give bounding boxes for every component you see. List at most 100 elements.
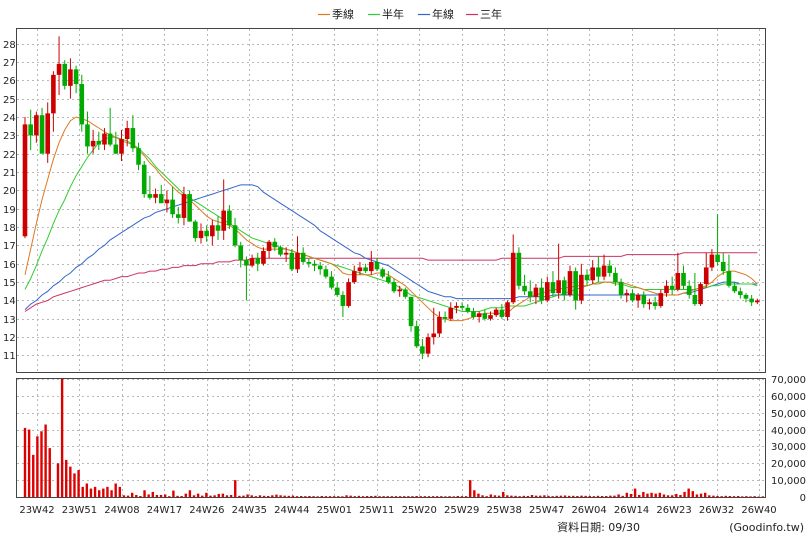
candle-body	[618, 282, 624, 295]
candle-body	[181, 194, 187, 218]
volume-bar	[196, 493, 200, 497]
volume-bar	[588, 495, 591, 497]
volume-bar	[155, 494, 159, 497]
volume-axis: 0 10,000 20,000 30,000 40,000 50,000 60,000 70,…	[771, 375, 806, 504]
volume-bar	[102, 488, 105, 497]
volume-bar	[40, 431, 43, 497]
volume-bar	[353, 496, 356, 497]
volume-bar	[250, 495, 253, 497]
volume-bar	[703, 492, 707, 497]
candle-body	[715, 254, 720, 262]
volume-bar	[506, 495, 509, 497]
candle-body	[22, 124, 28, 237]
candle-body	[357, 267, 363, 272]
candle-body	[68, 69, 73, 86]
candle-body	[351, 271, 357, 283]
volume-bar	[629, 493, 633, 497]
candle-body	[158, 194, 164, 204]
legend-label: 季線	[332, 7, 354, 21]
candle-body	[755, 300, 760, 303]
volume-bar	[374, 495, 377, 497]
price-tick-label: 23	[3, 131, 16, 142]
volume-bar	[126, 495, 130, 497]
volume-bar	[295, 496, 299, 497]
candle-body	[448, 307, 454, 319]
volume-bar	[283, 495, 286, 497]
candle-body	[567, 271, 573, 295]
candle-body	[198, 230, 204, 239]
candle-body	[510, 252, 516, 303]
volume-bar	[534, 495, 538, 497]
volume-bar	[176, 495, 179, 497]
volume-bar	[44, 424, 47, 497]
volume-bar	[312, 496, 315, 497]
candle-body	[664, 285, 669, 294]
volume-bar	[320, 495, 323, 497]
candle-body	[187, 194, 192, 222]
price-tick-label: 25	[3, 95, 16, 106]
candle-body	[323, 269, 329, 277]
volume-bar	[299, 495, 303, 497]
volume-bar	[551, 496, 554, 497]
candle-body	[380, 269, 385, 277]
candle-body	[749, 298, 754, 303]
volume-bar	[708, 495, 711, 497]
candle-body	[278, 247, 283, 255]
volume-bar	[518, 496, 521, 497]
volume-bar	[423, 496, 427, 497]
price-panel-frame	[16, 28, 766, 373]
price-tick-label: 15	[3, 278, 16, 289]
volume-bar	[279, 495, 282, 497]
volume-bar	[23, 427, 27, 497]
volume-tick-label: 10,000	[771, 476, 806, 487]
candle-body	[579, 274, 584, 301]
candle-body	[119, 139, 124, 154]
price-tick-label: 14	[3, 296, 16, 307]
candle-body	[726, 271, 732, 286]
volume-bars	[23, 379, 765, 497]
volume-bar	[592, 496, 596, 497]
volume-bar	[600, 495, 604, 497]
volume-bar	[238, 495, 241, 497]
price-tick-label: 27	[3, 58, 16, 69]
price-tick-label: 13	[3, 315, 16, 326]
candle-body	[147, 194, 153, 198]
volume-bar	[234, 480, 237, 497]
candle-body	[658, 293, 664, 306]
volume-bar	[201, 495, 204, 497]
volume-bar	[365, 495, 369, 497]
candle-body	[635, 294, 641, 301]
x-tick-label: 24W44	[274, 505, 309, 516]
volume-bar	[493, 495, 497, 497]
volume-bar	[135, 494, 138, 497]
candle-body	[397, 289, 402, 292]
volume-bar	[609, 495, 612, 497]
volume-bar	[431, 496, 435, 497]
volume-bar	[691, 491, 694, 497]
volume-bar	[48, 448, 51, 497]
volume-bar	[555, 495, 558, 497]
candle-body	[255, 258, 261, 264]
volume-bar	[225, 495, 229, 497]
volume-bar	[522, 495, 525, 497]
volume-bar	[316, 496, 319, 497]
volume-bar	[666, 495, 670, 497]
volume-bar	[572, 495, 575, 497]
candle-body	[102, 133, 107, 145]
x-tick-label: 26W32	[699, 505, 734, 516]
volume-bar	[382, 496, 385, 497]
candle-body	[73, 69, 79, 85]
candle-body	[703, 267, 709, 284]
candle-body	[686, 285, 692, 295]
volume-bar	[514, 495, 517, 497]
candle-body	[141, 164, 147, 195]
volume-bar	[510, 495, 513, 497]
volume-bar	[324, 496, 328, 497]
volume-bar	[427, 496, 431, 497]
candle-body	[584, 274, 590, 281]
volume-bar	[60, 379, 64, 497]
x-tick-label: 24W08	[104, 505, 139, 516]
candle-body	[170, 199, 175, 215]
candle-body	[221, 210, 226, 231]
